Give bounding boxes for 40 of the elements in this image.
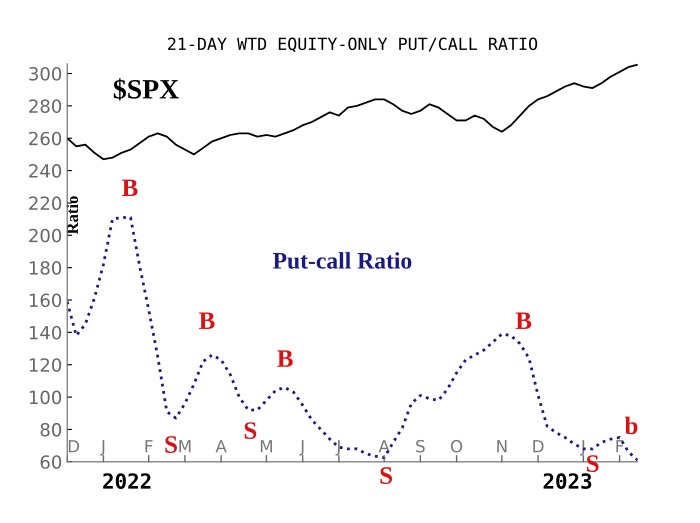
text: Put-call Ratio xyxy=(272,252,412,269)
x-tick-label: S xyxy=(416,440,425,452)
y-tick-label: 240 xyxy=(29,164,62,178)
x-tick-label: F xyxy=(616,440,624,452)
text: 2023 xyxy=(544,473,592,489)
x-tick-label: M xyxy=(260,440,272,452)
chart-title: 21-DAY WTD EQUITY-ONLY PUT/CALL RATIO xyxy=(168,38,538,52)
y-tick-label: 80 xyxy=(40,422,62,437)
y-tick-label: 180 xyxy=(30,261,62,275)
y-tick-label: 120 xyxy=(30,358,62,372)
annotation: B xyxy=(122,180,138,196)
y-tick-label: 220 xyxy=(29,196,62,210)
x-tick-label: A xyxy=(378,440,390,452)
annotation: B xyxy=(516,312,532,329)
text: 2022 xyxy=(103,473,150,489)
y-tick-label: 160 xyxy=(30,293,62,308)
x-tick-label: J xyxy=(336,440,340,456)
x-tick-label: F xyxy=(146,440,153,452)
x-tick-label: O xyxy=(450,440,462,452)
annotation: B xyxy=(199,312,215,329)
y-tick-label: 200 xyxy=(29,228,62,242)
x-tick-label: A xyxy=(216,440,227,452)
y-tick-label: 100 xyxy=(30,390,62,404)
y-tick-label: 260 xyxy=(29,132,62,146)
x-tick-label: J xyxy=(100,440,104,456)
series-label: $SPX xyxy=(114,78,179,100)
x-tick-label: D xyxy=(68,440,80,452)
text: S xyxy=(380,467,392,484)
y-axis-title: Ratio xyxy=(66,196,78,234)
x-tick-label: D xyxy=(533,440,544,452)
annotation: S xyxy=(244,422,256,440)
annotation: b xyxy=(624,416,638,434)
x-tick-label: M xyxy=(179,440,190,452)
annotation: B xyxy=(277,350,293,367)
y-tick-label: 60 xyxy=(40,455,62,469)
y-tick-label: 280 xyxy=(29,99,62,113)
x-tick-label: N xyxy=(497,440,506,452)
x-tick-label: J xyxy=(299,440,304,456)
y-tick-label: 300 xyxy=(29,66,62,81)
y-tick-label: 140 xyxy=(30,326,62,340)
